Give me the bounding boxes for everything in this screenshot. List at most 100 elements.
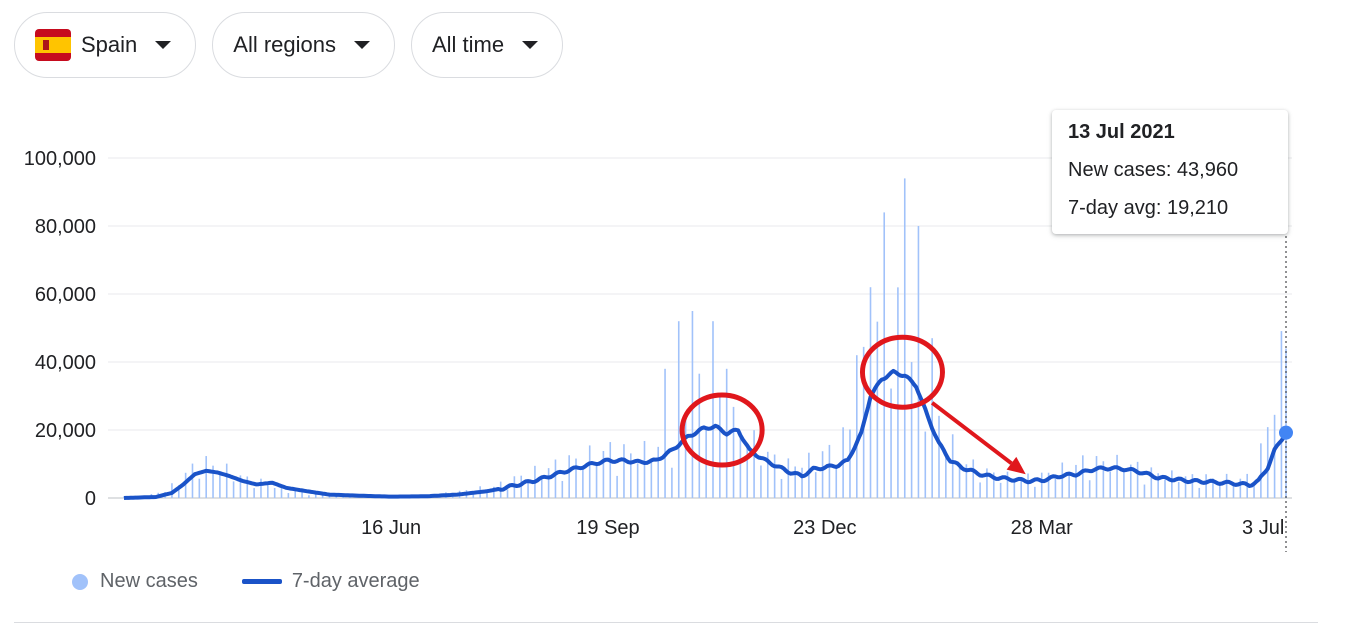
- y-tick-label: 100,000: [24, 148, 96, 170]
- new-cases-bar: [890, 388, 892, 498]
- new-cases-bar: [972, 459, 975, 498]
- new-cases-bar: [1034, 486, 1036, 498]
- y-tick-label: 40,000: [35, 352, 96, 374]
- divider: [14, 622, 1318, 623]
- new-cases-bar: [554, 459, 557, 498]
- new-cases-bar: [760, 465, 762, 498]
- new-cases-bar: [958, 464, 961, 498]
- chevron-down-icon: [155, 41, 172, 49]
- new-cases-bar: [808, 452, 810, 498]
- new-cases-bar: [294, 490, 297, 498]
- period-selector[interactable]: All time: [411, 12, 564, 78]
- new-cases-bar: [835, 466, 838, 498]
- new-cases-bar: [773, 454, 776, 498]
- x-tick-label: 28 Mar: [1011, 517, 1074, 539]
- new-cases-bar: [287, 493, 290, 498]
- new-cases-bar: [212, 465, 214, 498]
- new-cases-bar: [814, 472, 817, 498]
- new-cases-bar: [1273, 414, 1276, 498]
- new-cases-bar: [897, 287, 899, 498]
- new-cases-bar: [753, 430, 755, 498]
- new-cases-bar: [582, 467, 584, 498]
- new-cases-bar: [1171, 470, 1173, 498]
- new-cases-bar: [924, 431, 927, 498]
- new-cases-bar: [876, 321, 879, 498]
- new-cases-bar: [979, 482, 981, 498]
- new-cases-bar: [616, 475, 618, 498]
- new-cases-bar: [801, 467, 803, 498]
- region-selector[interactable]: All regions: [212, 12, 395, 78]
- new-cases-bar: [486, 489, 488, 498]
- new-cases-bar: [1253, 481, 1255, 498]
- new-cases-bar: [1102, 461, 1105, 498]
- new-cases-bar: [246, 476, 249, 498]
- new-cases-bar: [219, 472, 221, 498]
- legend-new-cases: New cases: [100, 570, 198, 592]
- new-cases-bar: [1164, 479, 1166, 498]
- new-cases-bar: [1020, 478, 1022, 498]
- new-cases-bar: [595, 463, 598, 498]
- new-cases-bar: [931, 338, 933, 498]
- spain-flag-icon: [35, 27, 71, 63]
- new-cases-bar: [561, 480, 564, 498]
- new-cases-bar: [493, 486, 495, 498]
- new-cases-bar: [1205, 474, 1207, 498]
- new-cases-bar: [1150, 467, 1153, 498]
- tooltip-new-cases: New cases: 43,960: [1068, 159, 1239, 181]
- new-cases-bar: [602, 450, 605, 498]
- new-cases-bar: [1082, 455, 1084, 498]
- new-cases-bar: [588, 445, 591, 498]
- new-cases-bar: [951, 434, 954, 498]
- chevron-down-icon: [354, 41, 370, 49]
- new-cases-bar: [1088, 480, 1091, 498]
- new-cases-bar: [575, 458, 577, 498]
- new-cases-bar: [1123, 471, 1125, 498]
- new-cases-bar: [623, 444, 625, 498]
- new-cases-bar: [1239, 478, 1242, 498]
- new-cases-bar: [472, 492, 475, 498]
- new-cases-bar: [1232, 484, 1235, 498]
- new-cases-bar: [205, 456, 207, 498]
- new-cases-bar: [1191, 474, 1194, 498]
- new-cases-bar: [1068, 473, 1070, 498]
- new-cases-bar: [630, 453, 632, 498]
- y-tick-label: 60,000: [35, 284, 96, 306]
- legend-avg: 7-day average: [291, 570, 420, 592]
- new-cases-bar: [321, 495, 324, 498]
- x-tick-label: 23 Dec: [793, 517, 856, 539]
- chevron-down-icon: [522, 41, 539, 49]
- new-cases-bar: [1136, 461, 1139, 498]
- new-cases-bar: [520, 475, 523, 498]
- new-cases-bar: [273, 487, 276, 498]
- new-cases-bar: [506, 489, 509, 498]
- country-selector[interactable]: Spain: [14, 12, 197, 78]
- new-cases-bar: [671, 467, 673, 498]
- new-cases-bar: [1054, 478, 1057, 498]
- new-cases-bar: [739, 431, 742, 498]
- new-cases-bar: [1027, 473, 1029, 498]
- new-cases-bar: [910, 362, 913, 498]
- new-cases-bar: [821, 451, 824, 498]
- new-cases-bar: [1095, 456, 1098, 498]
- new-cases-bar: [780, 478, 783, 498]
- new-cases-bar: [636, 463, 639, 498]
- new-cases-bar: [1218, 481, 1221, 498]
- new-cases-bar: [992, 472, 995, 498]
- new-cases-bar: [1129, 464, 1132, 498]
- new-cases-bar: [184, 472, 187, 498]
- new-cases-bar: [938, 415, 940, 498]
- new-cases-bar: [191, 463, 194, 498]
- new-cases-bar: [1109, 471, 1112, 498]
- new-cases-bar: [766, 451, 769, 498]
- x-tick-label: 19 Sep: [576, 517, 639, 539]
- new-cases-bar: [1006, 471, 1009, 498]
- new-cases-bar: [547, 468, 550, 498]
- new-cases-bar: [1040, 472, 1043, 498]
- new-cases-bar: [1177, 482, 1180, 498]
- new-cases-bar: [1157, 473, 1159, 498]
- new-cases-bar: [828, 444, 831, 498]
- new-cases-bar: [1198, 487, 1201, 498]
- y-tick-label: 0: [85, 488, 96, 510]
- x-tick-label: 16 Jun: [361, 517, 421, 539]
